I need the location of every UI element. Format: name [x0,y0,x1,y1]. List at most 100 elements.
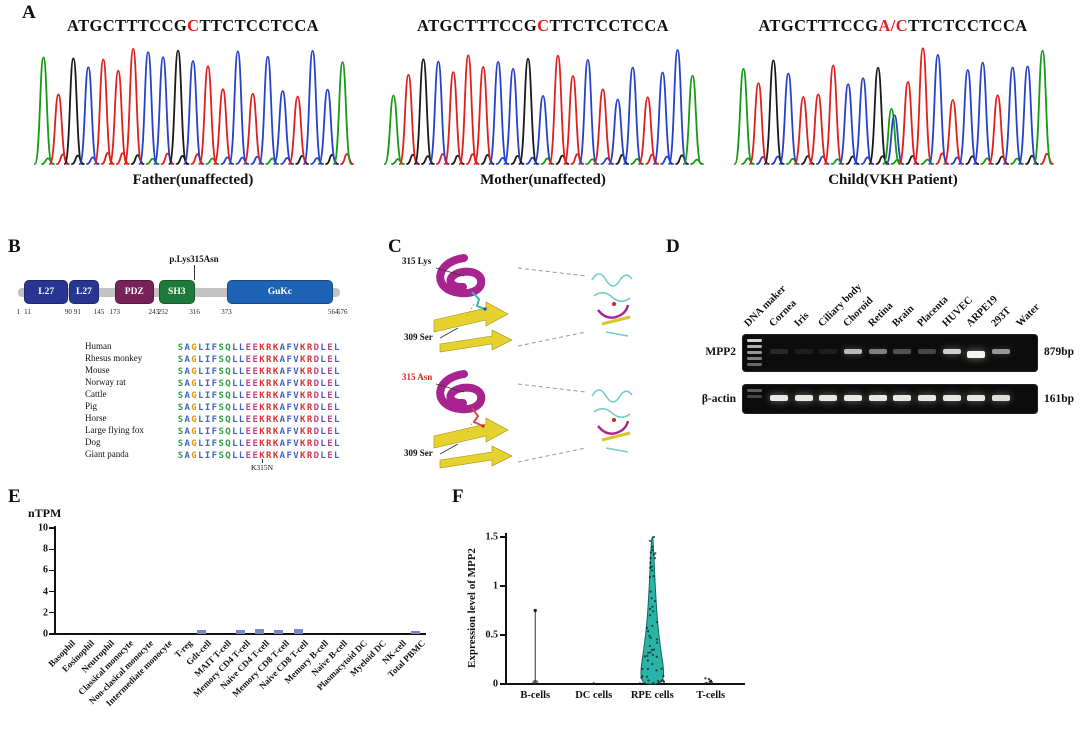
residue: K [300,439,306,449]
residue: E [245,439,252,449]
residue: E [327,427,333,437]
domain-tick-316: 316 [189,308,200,316]
residue: E [252,439,258,449]
x-category-label: Classical monocyte [76,638,136,697]
gel-size-mpp2: 879bp [1044,346,1075,358]
domain-tick-1: 1 [16,308,21,316]
residue: L [320,343,326,353]
residue: L [238,427,245,437]
residue: L [238,379,245,389]
gel-strip-actin [742,384,1038,414]
x-category-label: Total PBMC [386,638,428,680]
residue: K [259,343,265,353]
gel-strip-mpp2 [742,334,1038,372]
residue: L [232,379,238,389]
sequence-title: ATGCTTTCCGCTTCTCCTCCA [28,16,358,36]
domain-tick-173: 173 [109,308,120,316]
gel-band [819,395,838,401]
residue: R [306,427,313,437]
x-category-label: RPE cells [630,690,674,701]
residue: F [286,439,292,449]
y-tick-mark [49,527,54,529]
species-name: Norway rat [85,377,126,387]
residue: Q [225,403,231,413]
y-tick-mark [49,612,54,614]
sequence-variant: A/C [878,16,909,35]
ladder-band [746,395,762,398]
sequence-prefix: ATGCTTTCCG [67,16,188,35]
x-category-label: Gdt-cell [184,638,214,667]
residue: E [327,379,333,389]
residue-label-309ser: 309 Ser [404,332,433,342]
residue: L [238,439,245,449]
residue: E [245,367,252,377]
residue: R [306,451,313,461]
x-category-label: T-reg [172,638,194,660]
residue: V [293,403,299,413]
helix-ribbon [436,370,486,414]
y-tick-mark [49,591,54,593]
residue: S [218,415,224,425]
x-category-label: Basophil [46,638,77,669]
sequence-suffix: TTCTCCTCCA [549,16,669,35]
residue: E [252,403,258,413]
residue: G [191,439,197,449]
x-category-label: NK-cell [379,638,408,666]
sequence-suffix: TTCTCCTCCA [199,16,319,35]
residue: F [286,451,292,461]
residue: E [252,427,258,437]
residue: E [245,379,252,389]
y-axis [505,533,507,684]
y-tick-mark [49,633,54,635]
chromatogram-caption: Child(VKH Patient) [828,172,958,188]
gel-lane-label: Brain [890,303,917,330]
alignment-sequence: SAGLIFSQLLEEKRKAFVKRDLEL [177,400,340,413]
residue: K [259,415,265,425]
residue: E [327,451,333,461]
alignment-sequence: SAGLIFSQLLEEKRKAFVKRDLEL [177,448,340,461]
residue: L [238,415,245,425]
residue: D [313,343,320,353]
residue: I [204,451,211,461]
residue: S [177,379,184,389]
residue: S [177,343,184,353]
residue: K [259,355,265,365]
residue: E [252,415,258,425]
residue: R [266,379,272,389]
domain-l27: L27 [24,280,69,304]
residue: R [306,355,313,365]
residue: K [259,439,265,449]
x-axis [54,633,427,635]
residue: I [204,343,211,353]
residue: A [184,379,190,389]
residue: L [198,451,204,461]
residue: S [177,427,184,437]
residue: L [320,367,326,377]
residue: Q [225,415,231,425]
residue: E [327,343,333,353]
residue: L [238,355,245,365]
residue: L [238,451,245,461]
residue: I [204,403,211,413]
residue: A [279,451,286,461]
residue: Q [225,355,231,365]
residue: L [320,391,326,401]
residue: K [259,427,265,437]
alignment-row: Rhesus monkey SAGLIFSQLLEEKRKAFVKRDLEL [85,352,340,365]
residue: E [245,403,252,413]
bar-Total PBMC [410,630,420,634]
residue: S [218,343,224,353]
residue: K [259,403,265,413]
residue: K [300,403,306,413]
residue: L [232,343,238,353]
residue: G [191,451,197,461]
residue: R [266,355,272,365]
residue: F [286,367,292,377]
residue: F [286,379,292,389]
residue: K [272,343,279,353]
residue: L [320,355,326,365]
residue: R [306,391,313,401]
residue: I [204,439,211,449]
residue: K [300,391,306,401]
bar-Gdt-cell [196,629,206,634]
